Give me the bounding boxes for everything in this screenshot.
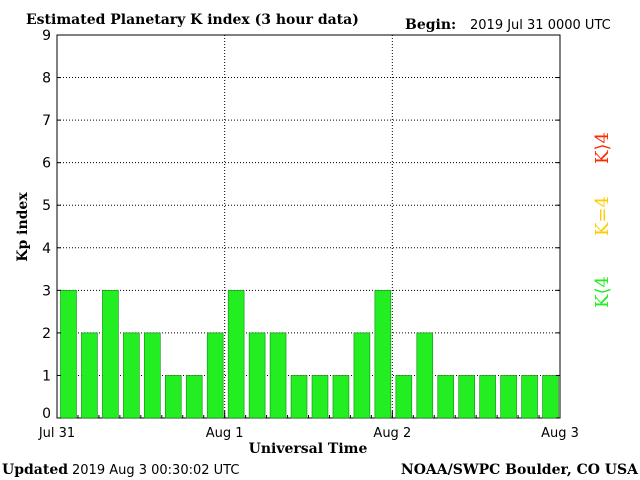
x-tick-label-2: Aug 2 (373, 426, 411, 441)
bar-3 (123, 332, 140, 419)
bar-21 (500, 375, 517, 419)
y-tick-label-5: 5 (42, 198, 51, 214)
bar-8 (227, 290, 245, 419)
x-tick-label-3: Aug 3 (541, 426, 579, 441)
bar-12 (311, 375, 329, 419)
bar-2 (102, 290, 119, 419)
x-ticks: Jul 31 Aug 1 Aug 2 Aug 3 (38, 411, 579, 441)
bar-22 (521, 375, 538, 419)
y-tick-label-9: 9 (42, 28, 51, 44)
grid-lines (57, 35, 560, 418)
updated-value: 2019 Aug 3 00:30:02 UTC (72, 463, 239, 478)
legend-k-equal-4: K=4 (592, 196, 613, 236)
y-axis-label: Kp index (15, 192, 31, 262)
y-tick-label-2: 2 (42, 326, 51, 342)
y-tick-label-0: 0 (42, 406, 51, 422)
x-axis-label: Universal Time (249, 441, 368, 457)
x-tick-label-1: Aug 1 (206, 426, 244, 441)
bar-13 (332, 375, 350, 419)
bar-20 (479, 375, 496, 419)
y-tick-label-8: 8 (42, 71, 51, 87)
updated-label: Updated (2, 462, 68, 478)
bar-7 (206, 332, 224, 419)
bar-9 (248, 332, 266, 419)
bar-18 (437, 375, 455, 419)
x-tick-label-0: Jul 31 (38, 426, 75, 441)
bar-10 (269, 332, 287, 419)
y-tick-label-6: 6 (42, 156, 51, 172)
bar-19 (458, 375, 475, 419)
y-ticks: 0 1 2 3 4 5 6 7 8 9 (42, 28, 560, 422)
y-tick-label-4: 4 (42, 241, 51, 257)
bar-11 (290, 375, 308, 419)
bars-group (60, 290, 559, 419)
bar-14 (353, 332, 371, 419)
bar-17 (416, 332, 434, 419)
y-tick-label-7: 7 (42, 113, 51, 129)
legend-k-greater-4: K⟩4 (592, 132, 613, 164)
bar-0 (60, 290, 77, 419)
legend-k-less-4: K⟨4 (592, 276, 613, 308)
bar-1 (81, 332, 98, 419)
bar-6 (185, 375, 203, 419)
bar-5 (164, 375, 182, 419)
begin-value: 2019 Jul 31 0000 UTC (470, 18, 611, 33)
bar-16 (395, 375, 413, 419)
source-credit: NOAA/SWPC Boulder, CO USA (401, 462, 639, 478)
chart-title: Estimated Planetary K index (3 hour data… (26, 12, 359, 28)
bar-23 (542, 375, 559, 419)
bar-15 (374, 290, 392, 419)
y-tick-label-3: 3 (42, 283, 51, 299)
begin-label: Begin: (405, 17, 456, 33)
y-tick-label-1: 1 (42, 368, 51, 384)
bar-4 (144, 332, 161, 419)
